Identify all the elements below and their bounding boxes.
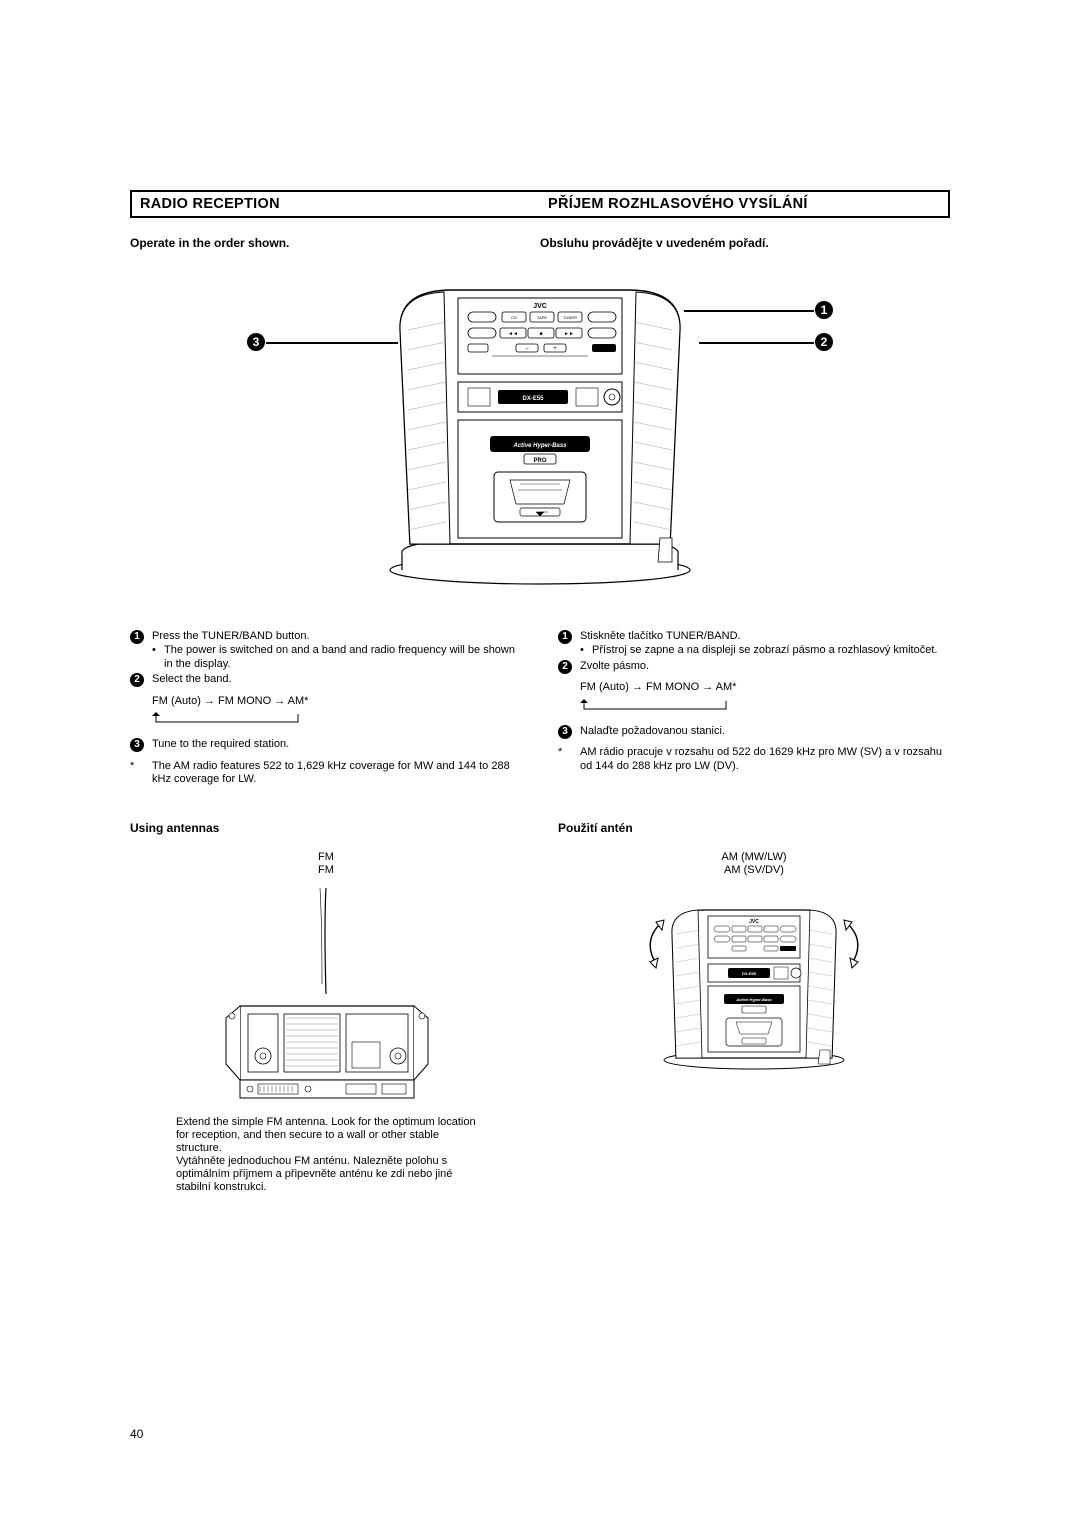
subheading-row: Operate in the order shown. Obsluhu prov… <box>130 236 950 250</box>
leader-line-2 <box>699 342 814 344</box>
step-1-sub-cz: Přístroj se zapne a na displeji se zobra… <box>580 644 950 657</box>
cycle-arrow-cz <box>580 699 950 717</box>
page-number: 40 <box>130 1427 143 1441</box>
svg-text:1: 1 <box>821 303 828 317</box>
svg-text:◄◄: ◄◄ <box>508 331 518 337</box>
leader-line-1 <box>684 310 814 312</box>
step-bullet: 3 <box>558 725 572 739</box>
am-antenna-col: AM (MW/LW)AM (SV/DV) <box>558 851 950 1193</box>
ant-title-cz: Použití antén <box>558 821 950 836</box>
fm-label: FMFM <box>130 851 522 877</box>
antenna-row: FMFM <box>130 851 950 1193</box>
footnote-en: *The AM radio features 522 to 1,629 kHz … <box>130 760 522 787</box>
svg-text:PRO: PRO <box>533 458 546 464</box>
steps-col-cz: 1 Stiskněte tlačítko TUNER/BAND. Přístroj… <box>558 630 950 787</box>
callout-2: 2 <box>814 332 834 357</box>
steps-col-en: 1 Press the TUNER/BAND button. The power … <box>130 630 522 787</box>
step-bullet: 1 <box>558 630 572 644</box>
step-bullet: 1 <box>130 630 144 644</box>
fm-antenna-col: FMFM <box>130 851 522 1193</box>
step-3-en: Tune to the required station. <box>152 738 289 750</box>
svg-text:JVC: JVC <box>749 919 759 925</box>
heading-right: PŘÍJEM ROZHLASOVÉHO VYSÍLÁNÍ <box>540 192 948 216</box>
callout-3: 3 <box>246 332 266 357</box>
step-1-cz: Stiskněte tlačítko TUNER/BAND. <box>580 630 741 642</box>
footnote-cz: *AM rádio pracuje v rozsahu od 522 do 16… <box>558 746 950 773</box>
step-3-cz: Nalaďte požadovanou stanici. <box>580 725 725 737</box>
svg-text:2: 2 <box>821 335 828 349</box>
subhead-left: Operate in the order shown. <box>130 236 540 250</box>
callout-1: 1 <box>814 300 834 325</box>
step-1-en: Press the TUNER/BAND button. <box>152 630 310 642</box>
step-bullet: 2 <box>558 660 572 674</box>
fm-antenna-illustration <box>196 884 456 1104</box>
svg-text:CD: CD <box>511 315 517 320</box>
cycle-arrow-en <box>152 712 522 730</box>
svg-text:−: − <box>525 346 529 352</box>
cycle-cz: FM (Auto) → FM MONO → AM* <box>580 681 950 694</box>
svg-text:►►: ►► <box>564 331 574 337</box>
svg-text:■: ■ <box>539 331 542 337</box>
cycle-en: FM (Auto) → FM MONO → AM* <box>152 695 522 708</box>
svg-text:DX-E55: DX-E55 <box>742 971 757 976</box>
steps-columns: 1 Press the TUNER/BAND button. The power … <box>130 630 950 787</box>
ant-title-en: Using antennas <box>130 821 522 836</box>
svg-text:Active Hyper-Bass: Active Hyper-Bass <box>735 997 772 1002</box>
am-antenna-illustration: JVC DX-E55 <box>624 884 884 1074</box>
subhead-right: Obsluhu provádějte v uvedeném pořadí. <box>540 236 950 250</box>
step-2-cz: Zvolte pásmo. <box>580 660 649 672</box>
device-figure: 1 2 3 JVC <box>280 270 800 590</box>
svg-text:TAPE: TAPE <box>537 315 547 320</box>
heading-left: RADIO RECEPTION <box>132 192 540 216</box>
leader-line-3 <box>266 342 398 344</box>
section-heading-box: RADIO RECEPTION PŘÍJEM ROZHLASOVÉHO VYSÍ… <box>130 190 950 218</box>
svg-text:DX-E55: DX-E55 <box>522 396 544 402</box>
svg-text:+: + <box>553 346 557 352</box>
step-bullet: 3 <box>130 738 144 752</box>
svg-text:Active Hyper-Bass: Active Hyper-Bass <box>512 443 567 449</box>
step-2-en: Select the band. <box>152 673 232 685</box>
fm-caption: Extend the simple FM antenna. Look for t… <box>176 1116 476 1194</box>
step-1-sub-en: The power is switched on and a band and … <box>152 644 522 671</box>
svg-text:JVC: JVC <box>533 303 547 310</box>
device-illustration: JVC CD TAPE TUNER ◄◄ ■ ►► − + <box>360 270 720 590</box>
step-bullet: 2 <box>130 673 144 687</box>
svg-text:3: 3 <box>253 335 260 349</box>
svg-text:TUNER: TUNER <box>563 315 577 320</box>
am-label: AM (MW/LW)AM (SV/DV) <box>558 851 950 877</box>
antenna-titles: Using antennas Použití antén <box>130 787 950 852</box>
